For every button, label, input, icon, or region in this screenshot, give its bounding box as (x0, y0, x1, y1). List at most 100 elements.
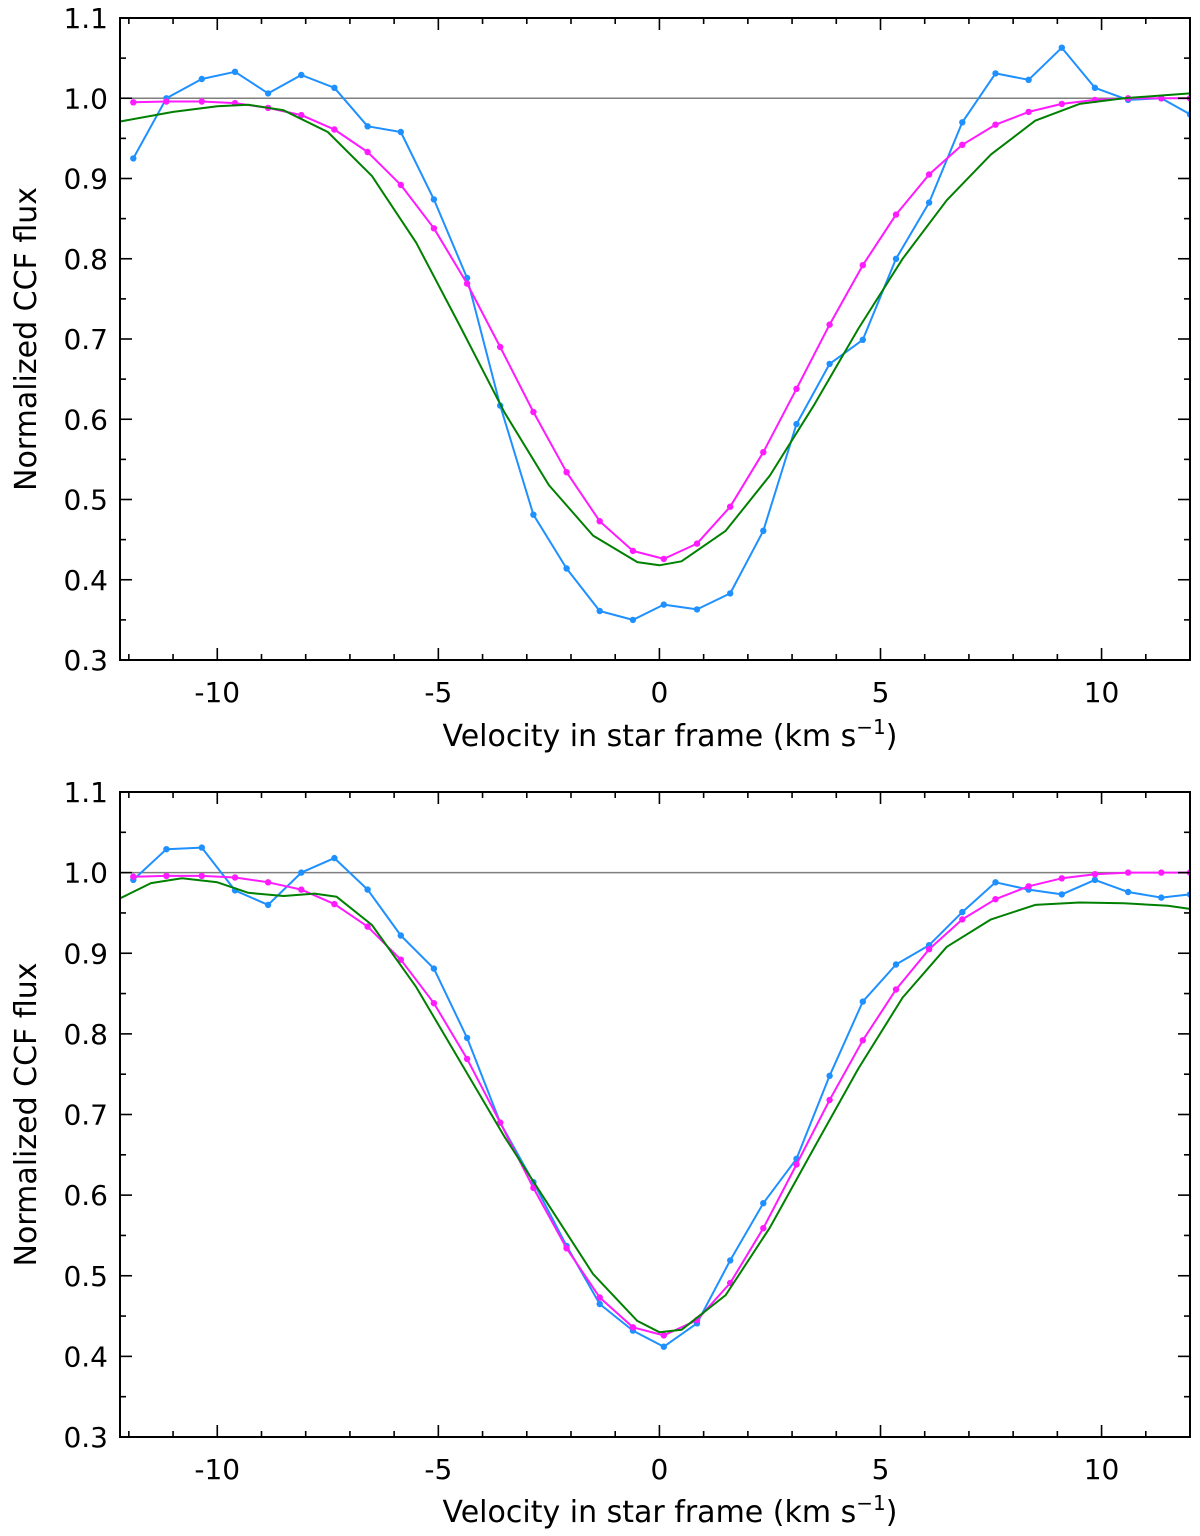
series-1-point (163, 98, 170, 105)
series-1-point (992, 896, 999, 903)
series-1-point (959, 141, 966, 148)
series-0-point (331, 854, 338, 862)
x-tick-label: 5 (872, 1453, 890, 1486)
x-axis-label: Velocity in star frame (km s−1) (443, 715, 898, 754)
series-0-point (463, 1034, 471, 1042)
series-0-point (793, 420, 800, 428)
series-0-point (859, 336, 866, 343)
series-1-point (331, 126, 338, 133)
series-1-line (133, 871, 1190, 1337)
series-0-point (760, 1200, 767, 1207)
series-1-point (463, 280, 471, 287)
series-0-point (264, 901, 272, 909)
series-0-point (992, 879, 999, 886)
series-0-point (727, 1257, 734, 1264)
x-axis-label-exponent: −1 (856, 715, 885, 739)
series-1-point (629, 1324, 637, 1331)
series-0-point (959, 119, 966, 126)
series-1-point (563, 1245, 570, 1252)
series-1-point (364, 148, 371, 156)
series-0-point (430, 196, 438, 203)
series-0-point (693, 606, 701, 613)
x-tick-label: 10 (1084, 1453, 1120, 1486)
series-0-point (1058, 44, 1066, 51)
y-tick-label: 0.8 (63, 243, 108, 276)
x-axis-label-exponent: −1 (856, 1491, 885, 1515)
series-0-point (430, 965, 438, 972)
series-0-point (364, 886, 371, 893)
x-axis-label: Velocity in star frame (km s−1) (443, 1491, 898, 1530)
series-1-point (231, 874, 239, 881)
series-1-point (530, 1184, 537, 1192)
series-0-point (660, 1343, 667, 1350)
chart-panel-top: -10 -5 0 5 10 0.3 0.4 0.5 0.6 0.7 0.8 0.9 1.0 1.1 Velo… (9, 2, 1191, 754)
series-0-point (364, 123, 371, 130)
series-1-point (198, 872, 205, 880)
series-0-point (892, 255, 900, 262)
y-tick-label: 0.9 (63, 937, 108, 970)
series-1-point (497, 1119, 504, 1126)
series-1-point (826, 1096, 833, 1104)
x-tick-label: 10 (1084, 676, 1120, 709)
series-0-point (660, 601, 667, 608)
series-2-line (120, 877, 1190, 1334)
series-0-point (727, 590, 734, 597)
x-axis-label-close: ) (886, 719, 898, 754)
x-axis-label-close: ) (886, 1495, 898, 1530)
series-0-point (163, 846, 170, 853)
series-1-point (925, 171, 933, 178)
series-0-point (1158, 894, 1165, 901)
series-1-point (660, 555, 667, 563)
series-1-point (298, 111, 305, 119)
series-1-point (298, 886, 305, 893)
y-tick-label: 0.3 (63, 644, 108, 677)
y-tick-label: 0.6 (63, 403, 108, 436)
series-1-point (1058, 875, 1066, 882)
y-axis-label: Normalized CCF flux (9, 962, 44, 1266)
series-0-point (959, 908, 966, 916)
series-1-point (826, 321, 833, 328)
series-1-point (497, 343, 504, 351)
series-0-point (1091, 876, 1099, 884)
series-1-point (463, 1055, 471, 1063)
series-1-point (629, 547, 637, 555)
series-0-point (859, 998, 866, 1005)
y-tick-label: 0.9 (63, 163, 108, 196)
series-0-point (397, 932, 404, 939)
series-1-point (1158, 869, 1165, 876)
series-0-point (231, 68, 239, 76)
series-0-line (132, 46, 1190, 621)
series-0-line (132, 846, 1190, 1348)
series-1-point (892, 211, 900, 218)
series-1-point (1091, 871, 1099, 878)
x-axis-label-text: Velocity in star frame (km s (443, 1495, 857, 1530)
series-0-point (331, 84, 338, 92)
series-0-point (1091, 84, 1099, 92)
series-1-point (430, 1000, 438, 1007)
y-tick-label: 1.1 (63, 776, 108, 809)
series-1-point (364, 923, 371, 930)
series-1-point (1158, 95, 1165, 102)
series-1-point (264, 879, 272, 886)
series-0-point (198, 75, 205, 83)
series-1-point (596, 1294, 603, 1301)
series-0-point (264, 90, 272, 97)
series-1-point (130, 873, 137, 880)
series-1-point (1025, 108, 1032, 116)
x-tick-label: 5 (872, 676, 890, 709)
series-0-point (198, 844, 205, 851)
series-1-point (130, 99, 137, 106)
series-1-point (563, 469, 570, 476)
series-0-point (298, 71, 305, 79)
x-tick-label: -5 (424, 676, 452, 709)
series-0-point (596, 607, 603, 615)
x-tick-label: -5 (424, 1453, 452, 1486)
series-0-point (563, 565, 570, 572)
series-1-point (1124, 869, 1132, 876)
series-0-point (1124, 888, 1132, 896)
series-1-point (660, 1332, 667, 1339)
series-0-point (629, 616, 637, 624)
y-tick-label: 1.0 (63, 857, 108, 890)
y-tick-label: 1.0 (63, 82, 108, 115)
